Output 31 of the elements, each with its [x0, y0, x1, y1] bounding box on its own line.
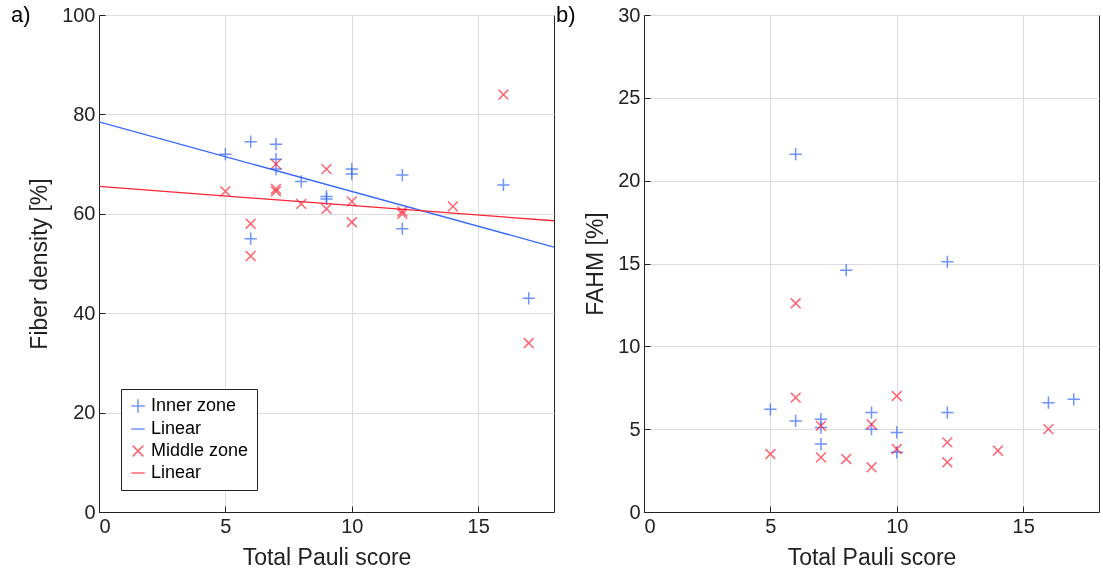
legend-label: Middle zone [151, 440, 249, 460]
y-tick-label: 5 [629, 417, 641, 440]
x-tick-label: 15 [467, 514, 490, 537]
y-tick-label: 0 [84, 500, 96, 523]
x-tick-label: 5 [765, 514, 777, 537]
x-tick-label: 0 [99, 514, 111, 537]
x-tick-label: 15 [1012, 514, 1035, 537]
x-axis-title: Total Pauli score [787, 543, 957, 570]
y-axis-title: Fiber density [%] [26, 178, 53, 350]
x-tick-label: 10 [341, 514, 364, 537]
y-tick-label: 60 [73, 202, 96, 225]
y-tick-label: 20 [618, 169, 641, 192]
y-tick-label: 30 [618, 3, 641, 26]
x-tick-label: 5 [220, 514, 232, 537]
y-tick-label: 40 [73, 301, 96, 324]
x-tick-label: 0 [644, 514, 656, 537]
text: b) [556, 2, 576, 27]
y-axis-title: FAHM [%] [582, 212, 609, 316]
y-tick-label: 15 [618, 252, 641, 274]
y-tick-label: 0 [629, 500, 641, 523]
legend-label: Linear [151, 418, 202, 438]
x-tick-label: 10 [886, 514, 909, 537]
y-tick-label: 25 [618, 86, 641, 109]
x-axis-title: Total Pauli score [242, 543, 412, 570]
legend-label: Inner zone [151, 395, 237, 415]
y-tick-label: 100 [62, 3, 96, 26]
y-tick-label: 20 [73, 401, 96, 424]
y-tick-label: 10 [618, 334, 641, 357]
text: a) [11, 2, 31, 27]
y-tick-label: 80 [73, 102, 96, 125]
legend-label: Linear [151, 462, 202, 482]
